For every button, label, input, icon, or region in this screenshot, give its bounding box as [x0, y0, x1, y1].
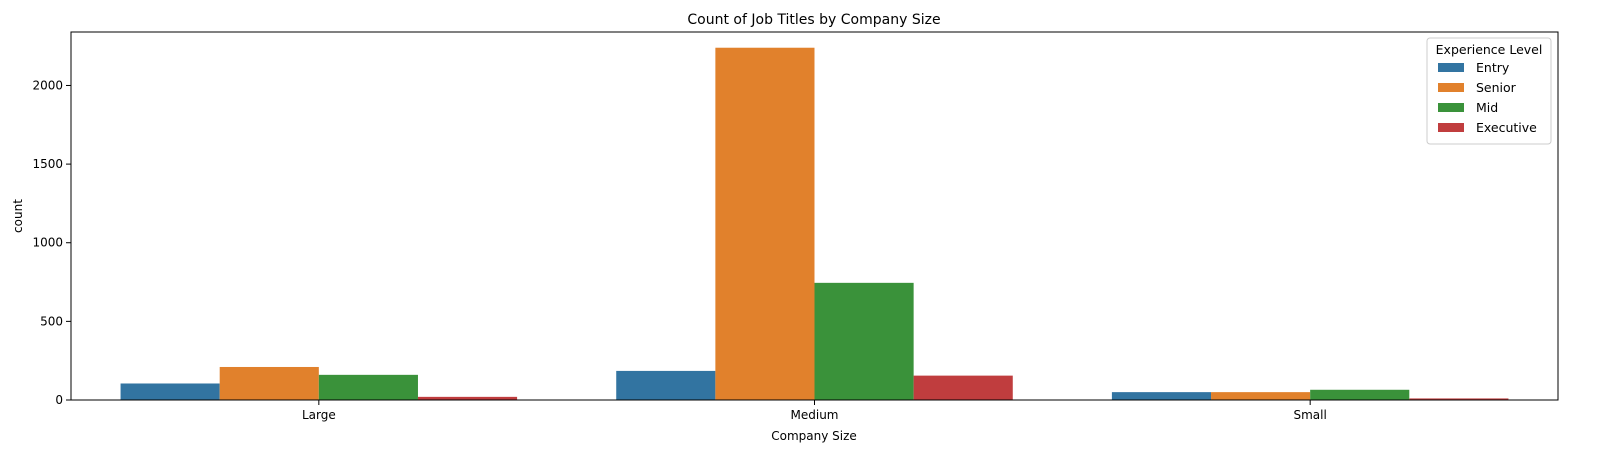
y-axis-label: count: [11, 199, 25, 233]
bar-entry-small: [1111, 392, 1212, 400]
bar-mid-small: [1310, 389, 1410, 400]
legend-swatch-entry: [1438, 63, 1464, 72]
x-tick-label: Medium: [791, 408, 839, 422]
bar-mid-medium: [814, 282, 914, 400]
legend-label-entry: Entry: [1476, 60, 1510, 75]
x-axis-label: Company Size: [771, 429, 857, 443]
y-axis-ticks: 0 500 1000 1500 2000: [32, 78, 71, 407]
x-axis-ticks: Large Medium Small: [302, 400, 1327, 422]
bar-executive-small: [1409, 398, 1509, 400]
bar-executive-large: [417, 396, 518, 400]
bar-senior-large: [219, 366, 319, 400]
chart-title: Count of Job Titles by Company Size: [687, 12, 940, 28]
bar-mid-large: [318, 374, 418, 400]
y-tick-label: 2000: [32, 78, 63, 92]
x-tick-label: Large: [302, 408, 336, 422]
bars-group: [120, 47, 1509, 400]
x-tick-label: Small: [1294, 408, 1327, 422]
legend-label-mid: Mid: [1476, 100, 1498, 115]
legend-swatch-mid: [1438, 103, 1464, 112]
bar-executive-medium: [913, 375, 1013, 400]
legend-title: Experience Level: [1436, 42, 1543, 57]
bar-senior-small: [1211, 392, 1311, 400]
legend-swatch-executive: [1438, 123, 1464, 132]
bar-entry-medium: [616, 370, 716, 400]
legend-label-executive: Executive: [1476, 120, 1537, 135]
y-tick-label: 1000: [32, 236, 63, 250]
bar-senior-medium: [715, 47, 815, 400]
bar-entry-large: [120, 383, 220, 400]
legend-label-senior: Senior: [1476, 80, 1517, 95]
legend-swatch-senior: [1438, 83, 1464, 92]
y-tick-label: 0: [55, 393, 63, 407]
legend: Experience Level Entry Senior Mid Executive: [1426, 37, 1552, 145]
y-tick-label: 500: [40, 314, 63, 328]
plot-frame: [70, 31, 1559, 401]
y-tick-label: 1500: [32, 157, 63, 171]
